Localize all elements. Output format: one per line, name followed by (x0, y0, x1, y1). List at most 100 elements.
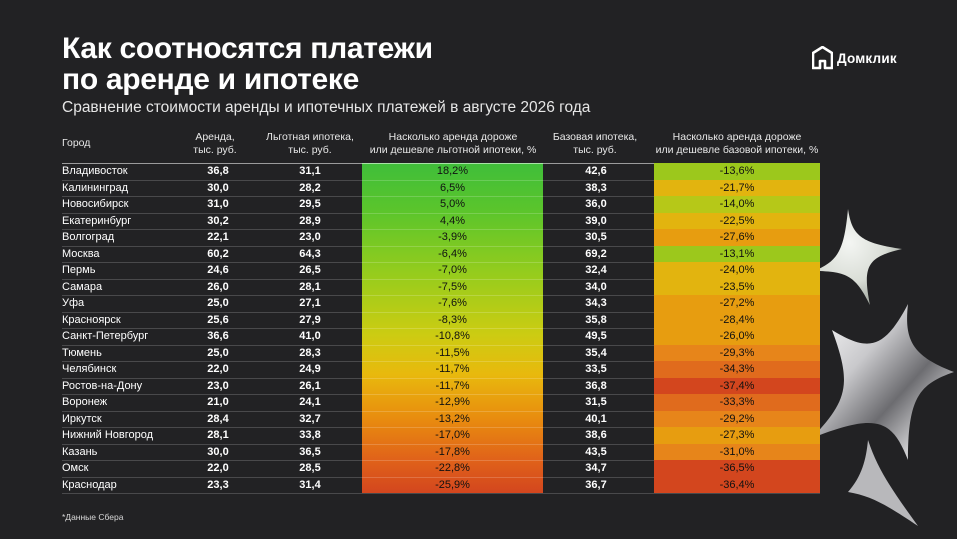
cell-pref-mortgage: 33,8 (299, 429, 321, 441)
row-divider (62, 328, 820, 329)
cell-pref-mortgage: 28,1 (299, 280, 321, 293)
row-divider (62, 410, 820, 412)
cell-rent: 24,6 (207, 264, 229, 276)
cell-rent: 28,1 (207, 429, 229, 441)
row-divider (62, 361, 820, 362)
cell-base-mortgage: 39,0 (585, 214, 607, 227)
cell-base-diff: -29,2% (719, 412, 755, 425)
cell-rent: 36,8 (207, 165, 229, 177)
cell-pref-mortgage: 28,3 (299, 346, 321, 359)
cell-rent: 25,0 (207, 346, 229, 359)
col-header-pref-mortgage: Льготная ипотека, тыс. руб. (266, 131, 354, 156)
cell-pref-mortgage: 28,9 (299, 214, 321, 227)
cell-base-diff: -36,4% (719, 478, 755, 491)
sparkle-small-icon (814, 209, 902, 305)
cell-rent: 22,0 (207, 462, 229, 474)
cell-pref-diff: -7,6% (438, 297, 467, 309)
page-title: Как соотносятся платежи по аренде и ипот… (62, 33, 433, 95)
cell-base-diff: -34,3% (719, 363, 755, 375)
cell-base-mortgage: 42,6 (585, 165, 607, 177)
cell-pref-mortgage: 32,7 (299, 412, 321, 425)
cell-city: Челябинск (62, 363, 117, 375)
cell-base-mortgage: 35,4 (585, 346, 607, 359)
row-divider (62, 493, 820, 494)
cell-base-mortgage: 38,3 (585, 181, 607, 194)
cell-pref-diff: 6,5% (439, 181, 466, 194)
cell-pref-mortgage: 24,1 (299, 396, 321, 408)
base-diff-cell-bg (654, 196, 820, 213)
cell-city: Волгоград (62, 231, 115, 243)
cell-pref-diff: -11,7% (435, 363, 470, 375)
cell-pref-diff: 4,4% (439, 214, 466, 227)
cell-base-diff: -29,3% (719, 346, 755, 359)
cell-base-mortgage: 36,0 (585, 198, 607, 210)
cell-pref-mortgage: 28,5 (299, 462, 321, 474)
cell-base-diff: -14,0% (719, 198, 755, 210)
cell-base-diff: -27,2% (719, 297, 755, 309)
cell-rent: 22,0 (207, 363, 229, 375)
row-divider (62, 344, 820, 346)
cell-pref-diff: -11,5% (435, 346, 470, 359)
cell-city: Новосибирск (62, 198, 129, 210)
row-divider (62, 295, 820, 296)
cell-city: Нижний Новгород (62, 429, 154, 441)
cell-base-diff: -22,5% (719, 214, 755, 227)
cell-base-mortgage: 36,7 (585, 478, 607, 491)
cell-pref-diff: -11,7% (435, 379, 470, 392)
cell-pref-mortgage: 23,0 (299, 231, 321, 243)
cell-base-diff: -37,4% (719, 379, 755, 392)
row-divider (62, 311, 820, 313)
cell-city: Владивосток (62, 165, 128, 177)
cell-pref-diff: -6,4% (438, 247, 467, 260)
cell-base-diff: -24,0% (719, 264, 755, 276)
cell-pref-mortgage: 31,1 (299, 165, 321, 177)
cell-rent: 60,2 (207, 247, 229, 260)
cell-base-diff: -27,6% (719, 231, 755, 243)
col-header-rent: Аренда, тыс. руб. (193, 131, 237, 156)
cell-pref-diff: 5,0% (439, 198, 466, 210)
base-diff-cell-bg (654, 427, 820, 444)
cell-pref-diff: -17,8% (435, 445, 470, 458)
cell-base-mortgage: 30,5 (585, 231, 607, 243)
row-divider (62, 179, 820, 181)
cell-base-diff: -28,4% (719, 313, 755, 326)
cell-city: Калининград (62, 181, 129, 194)
cell-city: Самара (62, 280, 103, 293)
cell-pref-mortgage: 26,1 (299, 379, 321, 392)
cell-pref-mortgage: 28,2 (299, 181, 321, 194)
base-diff-cell-bg (654, 361, 820, 378)
cell-city: Красноярск (62, 313, 121, 326)
cell-pref-diff: -3,9% (438, 231, 467, 243)
cell-pref-diff: -8,3% (438, 313, 467, 326)
house-logo-icon (812, 46, 833, 70)
base-diff-cell-bg (654, 163, 820, 180)
col-header-base-diff: Насколько аренда дороже или дешевле базо… (655, 131, 819, 156)
footnote: *Данные Сбера (62, 512, 124, 522)
cell-base-diff: -26,0% (719, 330, 755, 342)
cell-city: Ростов-на-Дону (62, 379, 143, 392)
cell-pref-diff: -10,8% (435, 330, 470, 342)
brand-logo: Домклик (812, 46, 897, 70)
cell-city: Воронеж (62, 396, 108, 408)
base-diff-cell-bg (654, 311, 820, 328)
cell-city: Пермь (62, 264, 96, 276)
base-diff-cell-bg (654, 229, 820, 246)
cell-base-mortgage: 34,7 (585, 462, 607, 474)
cell-pref-diff: -13,2% (435, 412, 470, 425)
col-header-city: Город (62, 137, 91, 149)
col-header-pref-diff: Насколько аренда дороже или дешевле льго… (369, 131, 537, 156)
rent-vs-mortgage-table: Город Аренда, тыс. руб. Льготная ипотека… (62, 0, 822, 539)
header-divider (62, 163, 820, 164)
cell-base-diff: -13,6% (719, 165, 755, 177)
cell-rent: 30,2 (207, 214, 229, 227)
cell-pref-mortgage: 41,0 (299, 330, 321, 342)
cell-pref-mortgage: 31,4 (299, 478, 321, 491)
cell-base-mortgage: 31,5 (585, 396, 607, 408)
cell-city: Уфа (62, 297, 85, 309)
base-diff-cell-bg (654, 212, 820, 229)
row-divider (62, 229, 820, 230)
cell-base-mortgage: 34,0 (585, 280, 607, 293)
cell-pref-diff: -17,0% (435, 429, 470, 441)
row-divider (62, 262, 820, 263)
cell-base-mortgage: 32,4 (585, 264, 607, 276)
